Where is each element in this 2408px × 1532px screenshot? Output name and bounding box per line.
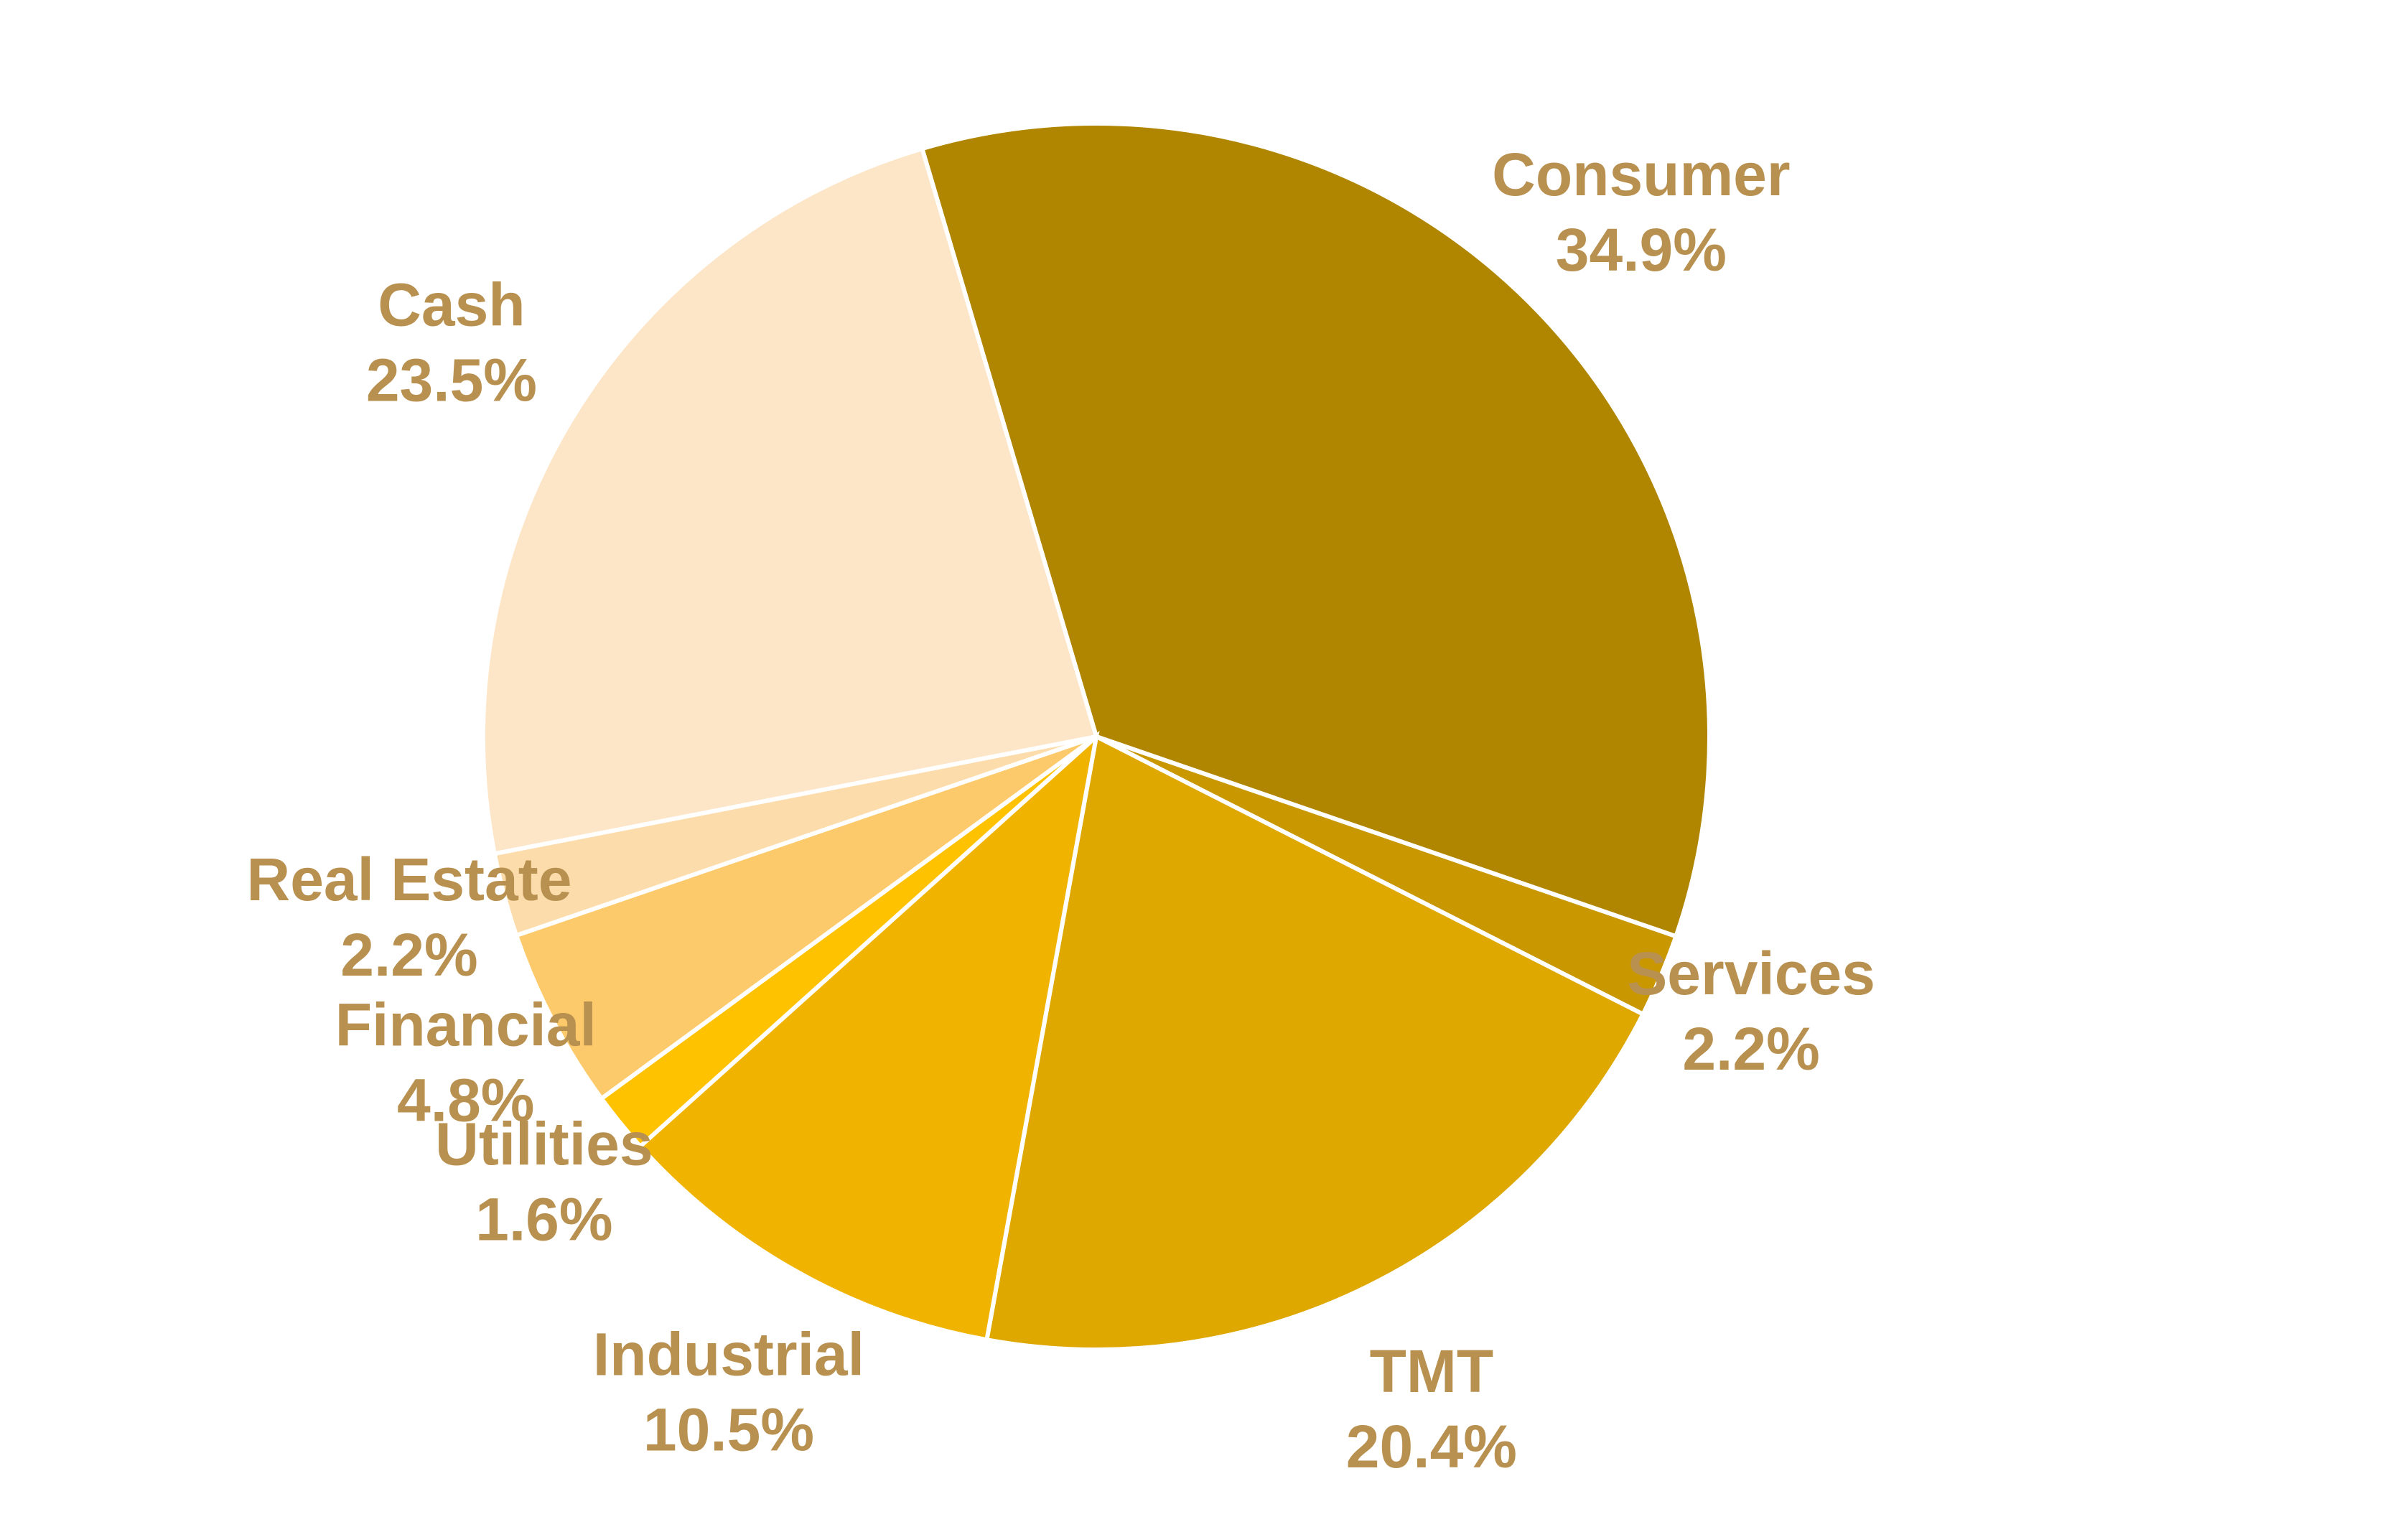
slice-value: 2.2% bbox=[1682, 1015, 1819, 1083]
pie-slice bbox=[513, 734, 1098, 1102]
slice-value: 34.9% bbox=[1556, 216, 1727, 284]
pie-slice bbox=[637, 730, 1100, 1342]
slice-label: TMT bbox=[1370, 1337, 1494, 1405]
slice-label: Cash bbox=[378, 271, 525, 338]
slice-value: 2.2% bbox=[340, 921, 477, 989]
slice-label: Real Estate bbox=[247, 846, 572, 913]
pie-slice bbox=[919, 121, 1712, 940]
slice-label: Consumer bbox=[1492, 141, 1790, 208]
pie-slice bbox=[984, 733, 1646, 1352]
slice-label: Utilities bbox=[435, 1111, 653, 1178]
pie-slice bbox=[481, 146, 1099, 856]
slice-value: 10.5% bbox=[643, 1396, 814, 1463]
slice-value: 23.5% bbox=[366, 346, 537, 414]
slice-value: 4.8% bbox=[397, 1067, 534, 1134]
slice-value: 1.6% bbox=[475, 1186, 612, 1253]
slice-label: Industrial bbox=[593, 1320, 864, 1388]
slice-value: 20.4% bbox=[1346, 1413, 1517, 1480]
slice-label: Services bbox=[1627, 940, 1875, 1007]
slice-label: Financial bbox=[335, 991, 597, 1059]
